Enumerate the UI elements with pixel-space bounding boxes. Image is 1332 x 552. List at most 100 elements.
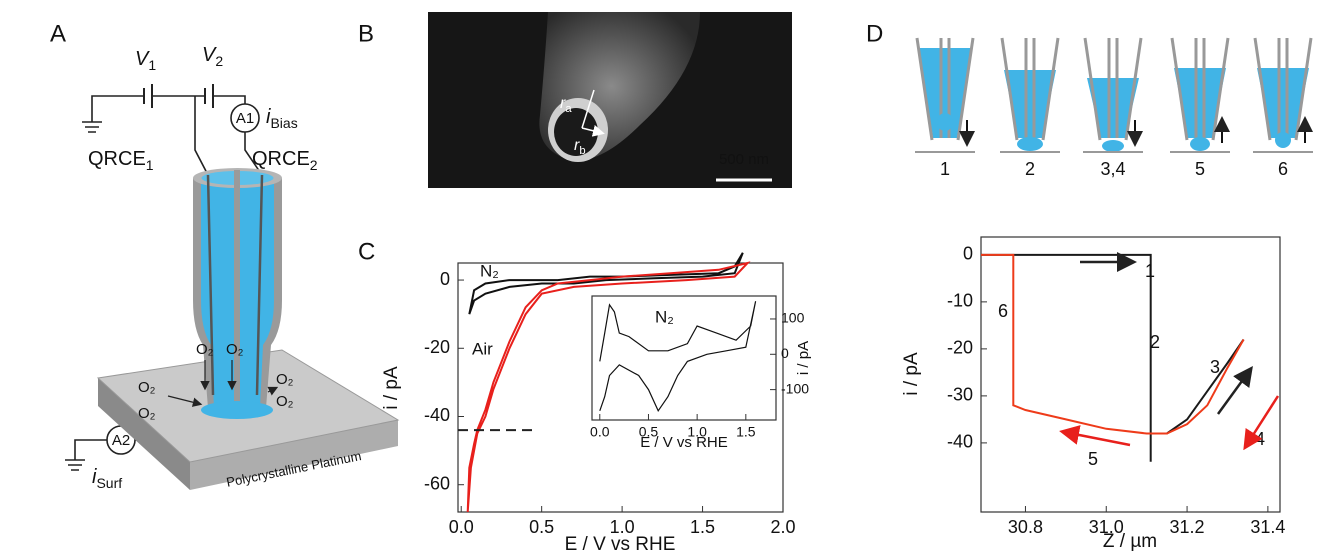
series-label: N₂ <box>655 307 674 326</box>
radius-label: ra <box>560 95 572 115</box>
x-tick-label: 31.4 <box>1250 517 1285 537</box>
electrode-label-subscript: 2 <box>310 157 318 173</box>
x-tick-label: 30.8 <box>1008 517 1043 537</box>
schematic-electrolyte <box>919 48 971 138</box>
y-tick-label: -40 <box>424 405 450 425</box>
schematic-electrolyte <box>1004 70 1056 138</box>
series-label: Air <box>472 339 493 358</box>
y-tick-label: -30 <box>947 385 973 405</box>
current-label-symbol: i <box>92 466 97 488</box>
y-tick-label: -60 <box>424 473 450 493</box>
voltage-label-symbol: V <box>135 48 150 70</box>
annotation-arrow <box>1216 365 1253 415</box>
panel-label: D <box>866 20 883 47</box>
y-axis-label: i / pA <box>901 352 922 396</box>
x-tick-label: 1.0 <box>687 423 707 439</box>
series-line <box>599 301 757 413</box>
series-label: N₂ <box>480 261 499 280</box>
x-tick-label: 1.5 <box>690 517 715 537</box>
schematic-electrolyte <box>1174 68 1226 138</box>
voltage-label-symbol: V <box>202 44 217 66</box>
radius-arrows <box>581 89 602 133</box>
radius-label: rb <box>574 137 586 157</box>
o2-label: O₂ <box>226 341 244 358</box>
plot-frame <box>980 236 1281 513</box>
y-tick-label: 0 <box>440 269 450 289</box>
step-label: 6 <box>1278 159 1288 179</box>
panel-label: B <box>358 20 374 47</box>
o2-arrows <box>167 360 279 407</box>
y-tick-label: -20 <box>424 337 450 357</box>
x-tick-label: 0.0 <box>590 423 610 439</box>
o2-label: O₂ <box>138 379 156 396</box>
sem-bore <box>554 108 598 156</box>
schematic-electrolyte <box>1257 68 1309 138</box>
current-label-symbol: i <box>266 106 271 128</box>
circuit <box>65 84 263 471</box>
y-tick-label: 100 <box>781 310 805 326</box>
meniscus <box>201 401 273 419</box>
o2-label: O₂ <box>276 371 294 388</box>
voltage-label: V2 <box>202 44 223 68</box>
voltage-label-subscript: 1 <box>148 57 156 73</box>
schematic-droplet <box>1102 140 1124 152</box>
o2-label: O₂ <box>276 393 294 410</box>
x-axis-label: Z / µm <box>1103 531 1157 552</box>
ammeter-label: A2 <box>112 432 130 449</box>
x-tick-label: 31.0 <box>1089 517 1124 537</box>
schematic-wall <box>1170 37 1230 141</box>
annotation-arrow <box>1243 395 1280 451</box>
step-label: 2 <box>1025 159 1035 179</box>
step-label: 5 <box>1195 159 1205 179</box>
step-label: 1 <box>940 159 950 179</box>
x-tick-label: 1.0 <box>610 517 635 537</box>
x-tick-label: 0.5 <box>529 517 554 537</box>
annotation: 6 <box>998 301 1008 321</box>
ammeter-label: A1 <box>236 110 254 127</box>
current-label-subscript: Surf <box>96 475 122 491</box>
y-tick-label: 0 <box>781 345 789 361</box>
plot-frame <box>591 295 777 421</box>
x-tick-label: 0.5 <box>639 423 659 439</box>
schematic-wall <box>1253 37 1313 141</box>
schematic-wall <box>1000 37 1060 141</box>
schematic-droplet <box>1190 137 1210 151</box>
x-axis-label: E / V vs RHE <box>640 434 728 451</box>
radius-label-subscript: b <box>579 145 585 157</box>
y-tick-label: -40 <box>947 432 973 452</box>
y-tick-label: 0 <box>963 244 973 264</box>
o2-label: O₂ <box>196 341 214 358</box>
series-line <box>466 261 751 513</box>
electrode-label-symbol: QRCE <box>252 148 310 170</box>
voltage-label: V1 <box>135 48 156 72</box>
current-label-subscript: Bias <box>270 115 297 131</box>
schematic-wall <box>1083 37 1143 141</box>
x-tick-label: 1.5 <box>736 423 756 439</box>
panel-a <box>65 84 400 490</box>
panel-b <box>428 12 792 188</box>
schematic-droplet <box>937 113 953 131</box>
panel-label: A <box>50 20 66 47</box>
current-label: iBias <box>266 106 298 130</box>
series-line <box>468 252 744 315</box>
voltage-label-subscript: 2 <box>215 53 223 69</box>
septum <box>234 170 240 408</box>
x-tick-label: 0.0 <box>449 517 474 537</box>
radius-label-symbol: r <box>574 137 580 154</box>
panel-label: C <box>358 238 375 265</box>
x-tick-label: 31.2 <box>1170 517 1205 537</box>
annotation: 1 <box>1145 261 1155 281</box>
electrode-label: QRCE2 <box>252 148 318 172</box>
annotation-arrow <box>1059 425 1131 447</box>
schematic-droplet <box>1017 137 1043 151</box>
x-tick-label: 2.0 <box>770 517 795 537</box>
step-label: 3,4 <box>1100 159 1125 179</box>
y-tick-label: -100 <box>781 380 809 396</box>
annotation: 5 <box>1088 449 1098 469</box>
schematic-droplet <box>1275 132 1291 148</box>
annotation: 3 <box>1210 357 1220 377</box>
y-axis-label: i / pA <box>381 366 402 410</box>
substrate-side <box>98 378 190 490</box>
y-tick-label: -20 <box>947 338 973 358</box>
